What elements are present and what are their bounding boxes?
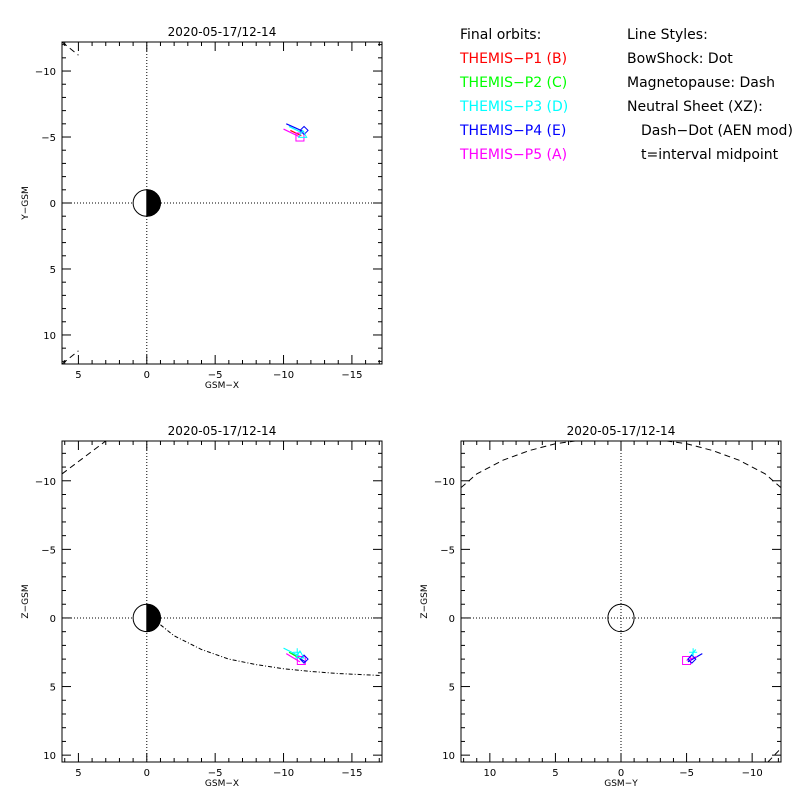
y-tick-label: 0: [449, 614, 455, 625]
x-tick-label: −15: [341, 370, 362, 381]
chart-panel-xz: 5 0 −5 −10 −15 −10 −5 0 5 10 2020-05-17/12-14 GSM−X…: [21, 424, 383, 789]
x-tick-label: 10: [483, 768, 496, 779]
line-style-magnetopause: Magnetopause: Dash: [627, 75, 776, 91]
x-tick-label: 0: [144, 370, 150, 381]
y-axis-label: Z−GSM: [420, 584, 430, 618]
earth-outline: [607, 603, 635, 633]
marker-triangle-p3: [297, 129, 308, 138]
chart-title: 2020-05-17/12-14: [567, 424, 676, 438]
magnetopause-line: [666, 441, 781, 489]
marker-square-p5: [296, 655, 306, 665]
line-style-neutral-sheet: Neutral Sheet (XZ):: [627, 99, 763, 115]
y-tick-label: 10: [43, 331, 56, 342]
marker-triangle-p3: [295, 649, 305, 659]
orbits-legend: Final orbits: THEMIS−P1 (B) THEMIS−P2 (C…: [460, 23, 568, 167]
y-tick-label: −10: [35, 477, 56, 488]
marker-plus-p3: [293, 648, 302, 657]
y-tick-label: 10: [43, 751, 56, 762]
orbit-trace-p5: [283, 128, 301, 138]
y-tick-label: 5: [50, 683, 56, 694]
earth-night-side: [146, 189, 161, 217]
y-tick-label: −5: [41, 545, 56, 556]
marker-diamond-p4: [299, 125, 309, 136]
x-axis-label: GSM−X: [205, 779, 239, 789]
neutral-sheet-line: [160, 624, 382, 677]
chart-panel-xy: 5 0 −5 −10 −15 −10 −5 0 5 10 2020-05-17/12-14 GSM−X…: [21, 25, 383, 391]
chart-panel-yz: 10 5 0 −5 −10 −10 −5 0 5 10 2020-05-17/12-14 GSM−Y Z…: [420, 424, 782, 789]
earth-night-side: [146, 603, 161, 633]
x-tick-label: −10: [742, 768, 763, 779]
legend-entry-p5: THEMIS−P5 (A): [460, 147, 568, 163]
y-tick-label: −10: [35, 67, 56, 78]
y-axis-label: Y−GSM: [21, 186, 31, 221]
magnetopause-line: [461, 441, 576, 489]
y-tick-label: 10: [442, 751, 455, 762]
magnetopause-line: [62, 42, 79, 56]
plot-content: [62, 441, 382, 762]
line-styles-legend: Line Styles: BowShock: Dot Magnetopause:…: [627, 23, 793, 167]
y-tick-label: 5: [449, 683, 455, 694]
x-tick-label: 0: [144, 768, 150, 779]
plot-frame: [61, 440, 383, 763]
line-style-time-note: t=interval midpoint: [641, 147, 779, 163]
chart-title: 2020-05-17/12-14: [168, 25, 277, 39]
chart-title: 2020-05-17/12-14: [168, 424, 277, 438]
x-tick-label: −5: [679, 768, 694, 779]
y-tick-label: 5: [50, 265, 56, 276]
magnetopause-line: [767, 747, 781, 762]
y-tick-label: 0: [50, 199, 56, 210]
line-styles-title: Line Styles:: [627, 27, 708, 43]
line-style-neutral-sheet-mod: Dash−Dot (AEN mod): [641, 123, 793, 139]
y-tick-label: −5: [440, 545, 455, 556]
y-tick-label: 0: [50, 614, 56, 625]
x-tick-label: −5: [208, 768, 223, 779]
x-tick-label: −5: [208, 370, 223, 381]
magnetopause-line: [62, 441, 107, 475]
x-tick-label: −15: [341, 768, 362, 779]
x-tick-label: 0: [618, 768, 624, 779]
x-tick-label: 5: [552, 768, 558, 779]
plot-content: [461, 441, 781, 762]
x-axis-label: GSM−Y: [604, 779, 638, 789]
y-axis-label: Z−GSM: [21, 584, 31, 618]
x-tick-label: −10: [273, 370, 294, 381]
x-tick-label: 5: [75, 768, 81, 779]
legend-entry-p3: THEMIS−P3 (D): [460, 99, 569, 115]
y-tick-label: −5: [41, 133, 56, 144]
legend-entry-p4: THEMIS−P4 (E): [460, 123, 567, 139]
marker-plus-p3: [689, 648, 698, 657]
y-tick-label: −10: [434, 477, 455, 488]
x-tick-label: 5: [75, 370, 81, 381]
orbit-trace-p3: [288, 125, 303, 134]
legend-entry-p2: THEMIS−P2 (C): [460, 75, 568, 91]
legend-entry-p1: THEMIS−P1 (B): [460, 51, 568, 67]
marker-square-p5: [682, 655, 692, 665]
plot-content: [62, 42, 382, 364]
orbits-legend-title: Final orbits:: [460, 27, 542, 43]
x-tick-label: −10: [273, 768, 294, 779]
x-axis-label: GSM−X: [205, 381, 239, 391]
marker-diamond-p4: [687, 654, 697, 664]
orbit-trace-p4: [286, 123, 305, 133]
magnetopause-line: [62, 350, 79, 364]
line-style-bowshock: BowShock: Dot: [627, 51, 733, 67]
